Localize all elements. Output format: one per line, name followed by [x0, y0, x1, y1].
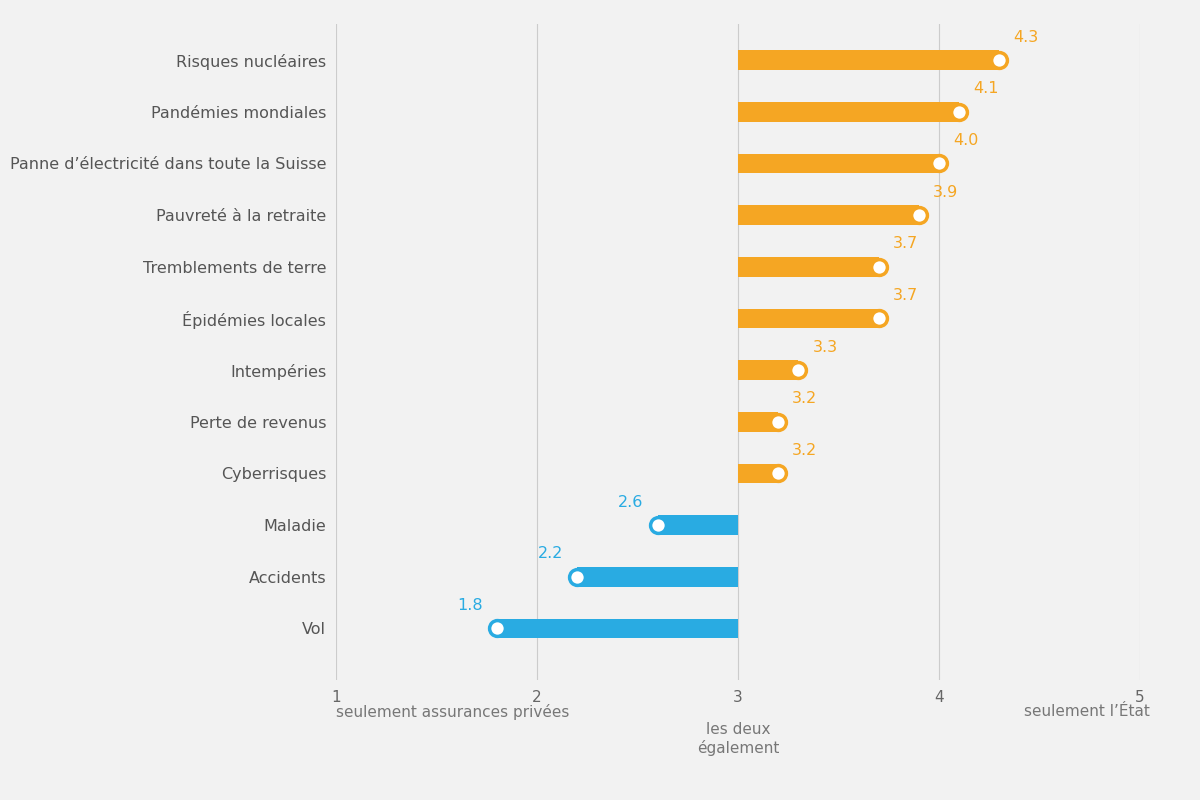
Bar [738, 50, 1000, 70]
Point [769, 415, 788, 428]
Text: 3.2: 3.2 [792, 443, 817, 458]
Point [869, 312, 888, 325]
Bar [738, 412, 779, 431]
Text: 3.7: 3.7 [893, 288, 918, 303]
Text: 3.2: 3.2 [792, 391, 817, 406]
Text: 3.7: 3.7 [893, 236, 918, 251]
Text: 3.3: 3.3 [812, 339, 838, 354]
Point [487, 622, 506, 634]
Text: 2.6: 2.6 [618, 494, 643, 510]
Point [930, 157, 949, 170]
Text: 4.0: 4.0 [953, 133, 978, 148]
Text: les deux
également: les deux également [697, 722, 779, 756]
Bar [738, 309, 878, 328]
Point [990, 54, 1009, 66]
Point [769, 467, 788, 480]
Bar [738, 360, 798, 380]
Bar [738, 463, 779, 483]
Text: seulement l’État: seulement l’État [1024, 704, 1150, 719]
Point [869, 260, 888, 273]
Point [949, 106, 968, 118]
Bar [497, 618, 738, 638]
Bar [738, 257, 878, 277]
Bar [658, 515, 738, 535]
Point [910, 209, 929, 222]
Text: 3.9: 3.9 [932, 185, 959, 200]
Bar [738, 154, 940, 174]
Text: 4.1: 4.1 [973, 82, 998, 96]
Point [648, 518, 667, 531]
Bar [738, 206, 919, 225]
Text: 1.8: 1.8 [457, 598, 482, 613]
Text: 4.3: 4.3 [1013, 30, 1039, 45]
Point [568, 570, 587, 583]
Bar [577, 567, 738, 586]
Text: 2.2: 2.2 [538, 546, 563, 561]
Text: seulement assurances privées: seulement assurances privées [336, 704, 569, 720]
Point [788, 364, 808, 377]
Bar [738, 102, 959, 122]
